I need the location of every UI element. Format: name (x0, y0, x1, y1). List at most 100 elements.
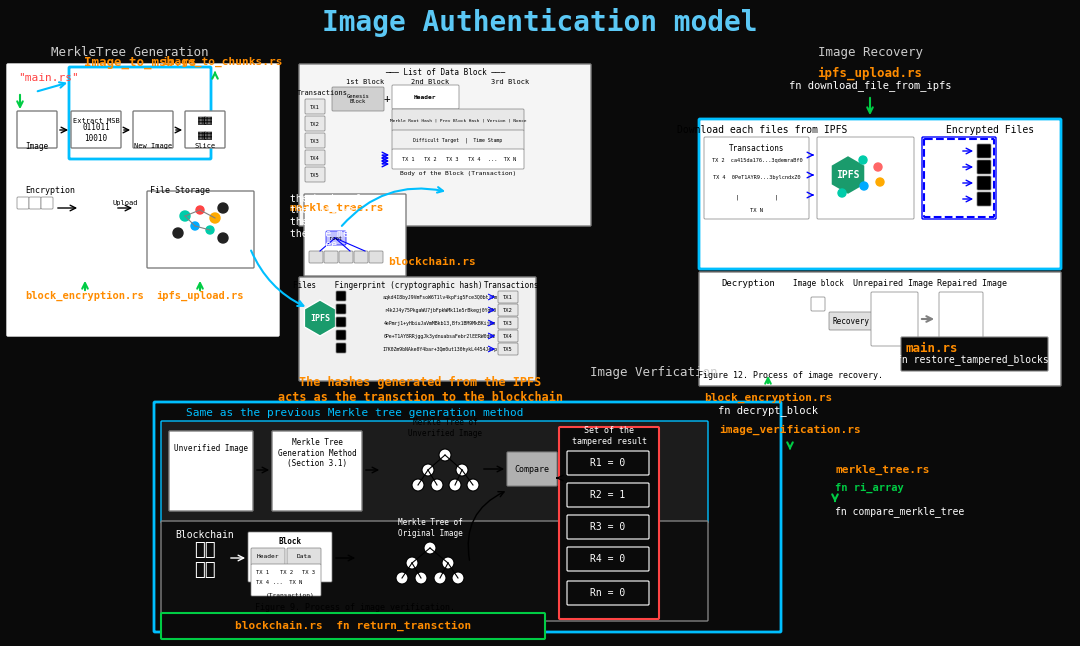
Text: fn restore_tampered_blocks: fn restore_tampered_blocks (895, 355, 1049, 366)
FancyBboxPatch shape (324, 251, 338, 263)
Text: IPFS: IPFS (836, 170, 860, 180)
Circle shape (456, 464, 468, 476)
Text: 2nd Block: 2nd Block (410, 79, 449, 85)
FancyBboxPatch shape (498, 291, 518, 303)
Text: root: root (329, 236, 342, 240)
Text: Figure 12. Process of image recovery.: Figure 12. Process of image recovery. (698, 371, 882, 379)
FancyBboxPatch shape (498, 304, 518, 316)
FancyBboxPatch shape (392, 85, 459, 109)
Text: Transactions: Transactions (729, 143, 785, 152)
Text: TX 4  0PeT1AYR9...3bylcndxZ0: TX 4 0PeT1AYR9...3bylcndxZ0 (713, 174, 800, 180)
Text: TX4: TX4 (310, 156, 320, 160)
FancyBboxPatch shape (6, 64, 279, 336)
Text: I7K0Zm9bNAke0Y4bar+3Qm0ut130hykL4454Je+p: I7K0Zm9bNAke0Y4bar+3Qm0ut130hykL4454Je+p (382, 346, 498, 351)
FancyBboxPatch shape (939, 292, 983, 346)
Text: Image Recovery: Image Recovery (818, 45, 922, 59)
FancyBboxPatch shape (133, 111, 173, 148)
Text: TX 4: TX 4 (468, 156, 481, 162)
FancyBboxPatch shape (336, 343, 346, 353)
Text: blockchain.rs  fn return_transction: blockchain.rs fn return_transction (234, 621, 471, 631)
Text: ...  TX N: ... TX N (273, 579, 302, 585)
Text: Upload: Upload (112, 200, 138, 206)
Circle shape (411, 479, 424, 491)
Text: New Image: New Image (134, 143, 172, 149)
FancyBboxPatch shape (870, 292, 918, 346)
Text: (Transaction): (Transaction) (266, 592, 314, 598)
FancyBboxPatch shape (305, 99, 325, 114)
Text: Header: Header (257, 554, 280, 559)
Circle shape (442, 557, 454, 569)
Circle shape (424, 542, 436, 554)
Text: R2 = 1: R2 = 1 (591, 490, 625, 500)
Circle shape (859, 156, 867, 164)
Text: Decryption: Decryption (721, 278, 774, 287)
FancyBboxPatch shape (251, 548, 285, 565)
FancyBboxPatch shape (147, 191, 254, 268)
FancyBboxPatch shape (369, 251, 383, 263)
FancyBboxPatch shape (336, 330, 346, 340)
FancyBboxPatch shape (336, 317, 346, 327)
Text: Slice: Slice (194, 143, 216, 149)
FancyBboxPatch shape (161, 421, 708, 523)
Text: Transactions: Transactions (484, 280, 540, 289)
Text: Unrepaired Image: Unrepaired Image (853, 278, 933, 287)
Text: TX 2  ca415da176...3qdemraBf0: TX 2 ca415da176...3qdemraBf0 (712, 158, 802, 163)
FancyBboxPatch shape (699, 272, 1061, 386)
FancyBboxPatch shape (17, 111, 57, 148)
FancyBboxPatch shape (303, 194, 406, 276)
FancyBboxPatch shape (161, 521, 708, 621)
Text: block_encryption.rs: block_encryption.rs (704, 393, 832, 403)
FancyBboxPatch shape (326, 231, 346, 245)
Text: ─── List of Data Block ───: ─── List of Data Block ─── (384, 67, 505, 76)
FancyBboxPatch shape (567, 451, 649, 475)
Circle shape (874, 163, 882, 171)
Text: TX 2: TX 2 (423, 156, 436, 162)
Text: fn compare_merkle_tree: fn compare_merkle_tree (835, 506, 964, 517)
Text: Image Authentication model: Image Authentication model (322, 8, 758, 37)
FancyBboxPatch shape (309, 251, 323, 263)
FancyBboxPatch shape (272, 431, 362, 511)
Text: Transactions: Transactions (297, 90, 348, 96)
Circle shape (210, 213, 220, 223)
FancyBboxPatch shape (305, 150, 325, 165)
Text: merkle_tree.rs: merkle_tree.rs (291, 203, 384, 213)
Text: block_encryption.rs: block_encryption.rs (26, 291, 145, 301)
FancyBboxPatch shape (829, 312, 873, 330)
Text: main.rs: main.rs (906, 342, 958, 355)
FancyBboxPatch shape (498, 343, 518, 355)
Circle shape (191, 222, 199, 230)
Text: Unverified Image: Unverified Image (174, 444, 248, 452)
FancyBboxPatch shape (299, 64, 591, 226)
FancyBboxPatch shape (816, 137, 914, 219)
Text: Image: Image (26, 141, 49, 151)
Text: TX 2: TX 2 (280, 570, 293, 574)
FancyBboxPatch shape (498, 317, 518, 329)
FancyBboxPatch shape (392, 130, 524, 150)
FancyBboxPatch shape (17, 197, 29, 209)
Circle shape (838, 189, 846, 197)
Circle shape (180, 211, 190, 221)
Circle shape (406, 557, 418, 569)
FancyBboxPatch shape (498, 330, 518, 342)
Text: 1st Block: 1st Block (346, 79, 384, 85)
Text: R3 = 0: R3 = 0 (591, 522, 625, 532)
FancyBboxPatch shape (248, 532, 332, 582)
FancyBboxPatch shape (332, 87, 384, 111)
Text: TX N: TX N (751, 207, 764, 213)
FancyBboxPatch shape (354, 251, 368, 263)
Text: TX5: TX5 (310, 172, 320, 178)
Text: 🖼: 🖼 (887, 307, 902, 331)
FancyBboxPatch shape (299, 277, 536, 381)
Circle shape (434, 572, 446, 584)
Text: r4k2J4y75PkgaWU7jbFpkWMk11e5rBkegj0YgM0: r4k2J4y75PkgaWU7jbFpkWMk11e5rBkegj0YgM0 (383, 307, 496, 313)
Text: Extract MSB: Extract MSB (72, 118, 120, 124)
Text: TX5: TX5 (503, 346, 513, 351)
Circle shape (218, 203, 228, 213)
Text: "main.rs": "main.rs" (18, 73, 79, 83)
Text: Compare: Compare (514, 464, 550, 474)
Text: 🖼: 🖼 (203, 456, 218, 480)
Text: Header: Header (414, 94, 436, 99)
Text: Same as the previous Merkle tree generation method: Same as the previous Merkle tree generat… (186, 408, 524, 418)
Text: Genesis
Block: Genesis Block (347, 94, 369, 105)
Text: 🖼: 🖼 (954, 307, 969, 331)
